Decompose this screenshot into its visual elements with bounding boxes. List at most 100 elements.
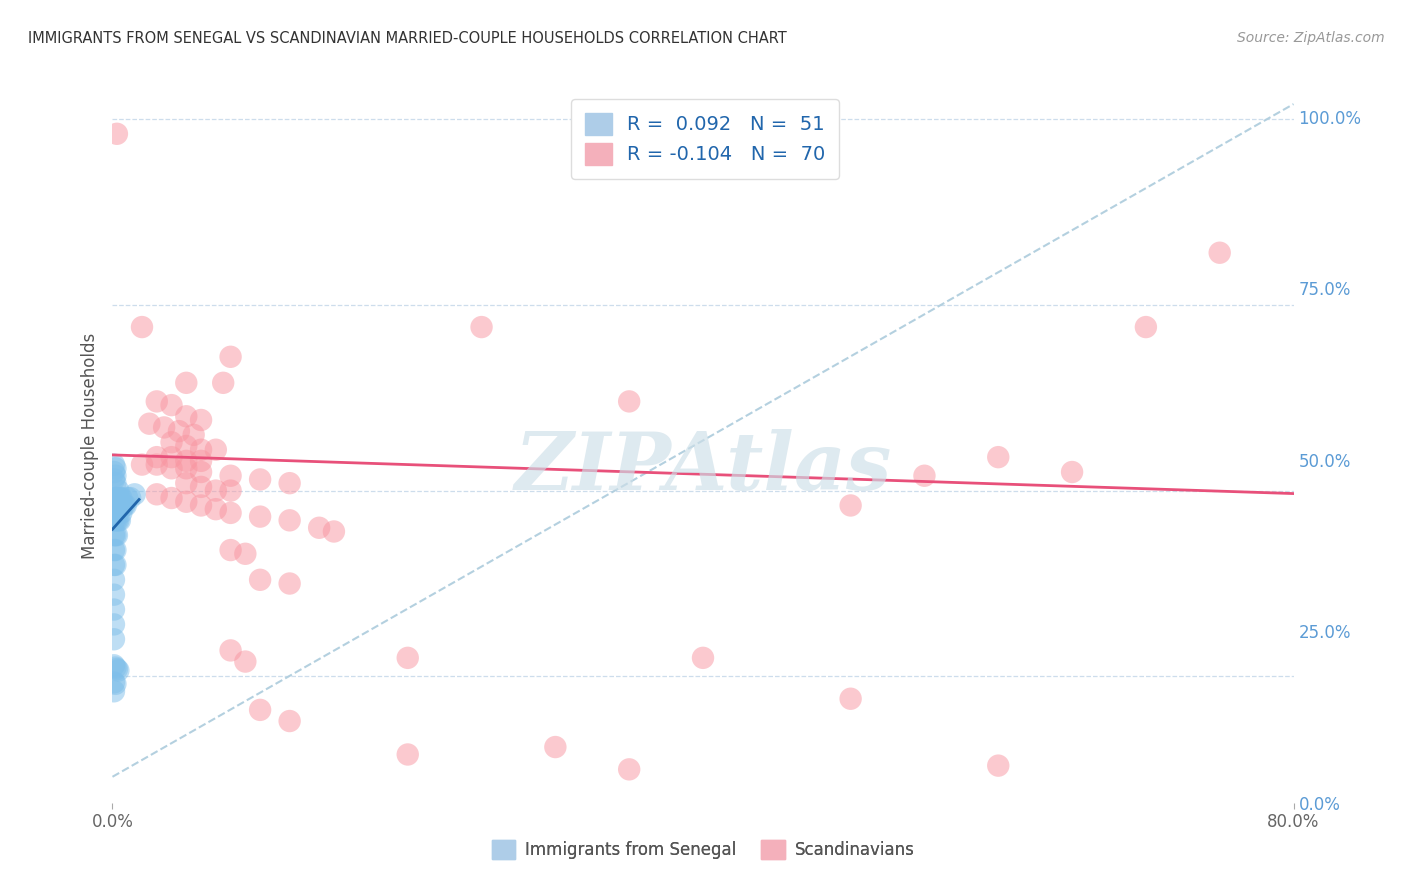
Point [104,491,127,505]
Point [153,420,176,434]
Point [103,658,125,673]
Point [105,491,128,505]
Point [219,468,242,483]
Point [278,513,301,527]
Point [112,499,135,513]
Point [103,491,125,505]
Point [249,473,271,487]
Point [107,499,129,513]
Point [114,499,136,513]
Point [619,394,641,409]
Point [212,376,235,390]
Point [104,660,127,674]
Point [174,439,197,453]
Point [110,491,132,505]
Legend: Immigrants from Senegal, Scandinavians: Immigrants from Senegal, Scandinavians [485,833,921,866]
Point [190,465,212,479]
Point [104,528,127,542]
Point [104,558,127,572]
Point [160,461,183,475]
Point [839,691,862,706]
Point [103,617,125,632]
Point [103,632,125,647]
Point [219,543,242,558]
Point [105,127,128,141]
Point [219,483,242,498]
Point [120,491,142,505]
Point [103,473,125,487]
Point [396,651,419,665]
Point [105,528,128,542]
Point [103,558,125,572]
Point [839,499,862,513]
Point [174,376,197,390]
Point [692,651,714,665]
Point [105,513,128,527]
Point [160,491,183,505]
Point [396,747,419,762]
Point [249,703,271,717]
Text: ZIPAtlas: ZIPAtlas [515,429,891,506]
Point [108,513,131,527]
Point [160,450,183,464]
Point [278,476,301,491]
Point [103,675,125,690]
Point [108,499,131,513]
Point [308,521,330,535]
Point [205,442,228,457]
Point [190,413,212,427]
Point [205,483,228,498]
Point [323,524,346,539]
Point [219,350,242,364]
Point [104,468,127,483]
Point [470,320,494,334]
Point [167,424,190,438]
Point [107,491,129,505]
Point [146,487,169,501]
Point [146,394,169,409]
Point [914,468,936,483]
Point [190,499,212,513]
Point [110,506,132,520]
Point [190,480,212,494]
Point [190,454,212,468]
Point [160,435,183,450]
Point [104,543,127,558]
Point [103,465,125,479]
Point [104,513,127,527]
Point [103,588,125,602]
Point [103,528,125,542]
Point [249,509,271,524]
Point [183,428,205,442]
Point [131,458,153,472]
Point [544,740,567,755]
Point [104,499,127,513]
Point [103,499,125,513]
Point [219,643,242,657]
Point [174,494,197,508]
Point [1062,465,1084,479]
Point [174,409,197,424]
Point [105,499,128,513]
Point [278,714,301,728]
Point [278,576,301,591]
Point [107,483,129,498]
Point [174,454,197,468]
Point [1135,320,1157,334]
Point [205,502,228,516]
Point [987,450,1010,464]
Point [124,487,146,501]
Point [103,602,125,616]
Point [105,662,128,676]
Point [987,758,1010,772]
Text: Source: ZipAtlas.com: Source: ZipAtlas.com [1237,31,1385,45]
Point [104,677,127,691]
Point [103,684,125,698]
Point [103,513,125,527]
Point [174,476,197,491]
Point [103,458,125,472]
Point [249,573,271,587]
Point [107,513,129,527]
Point [233,655,256,669]
Point [103,573,125,587]
